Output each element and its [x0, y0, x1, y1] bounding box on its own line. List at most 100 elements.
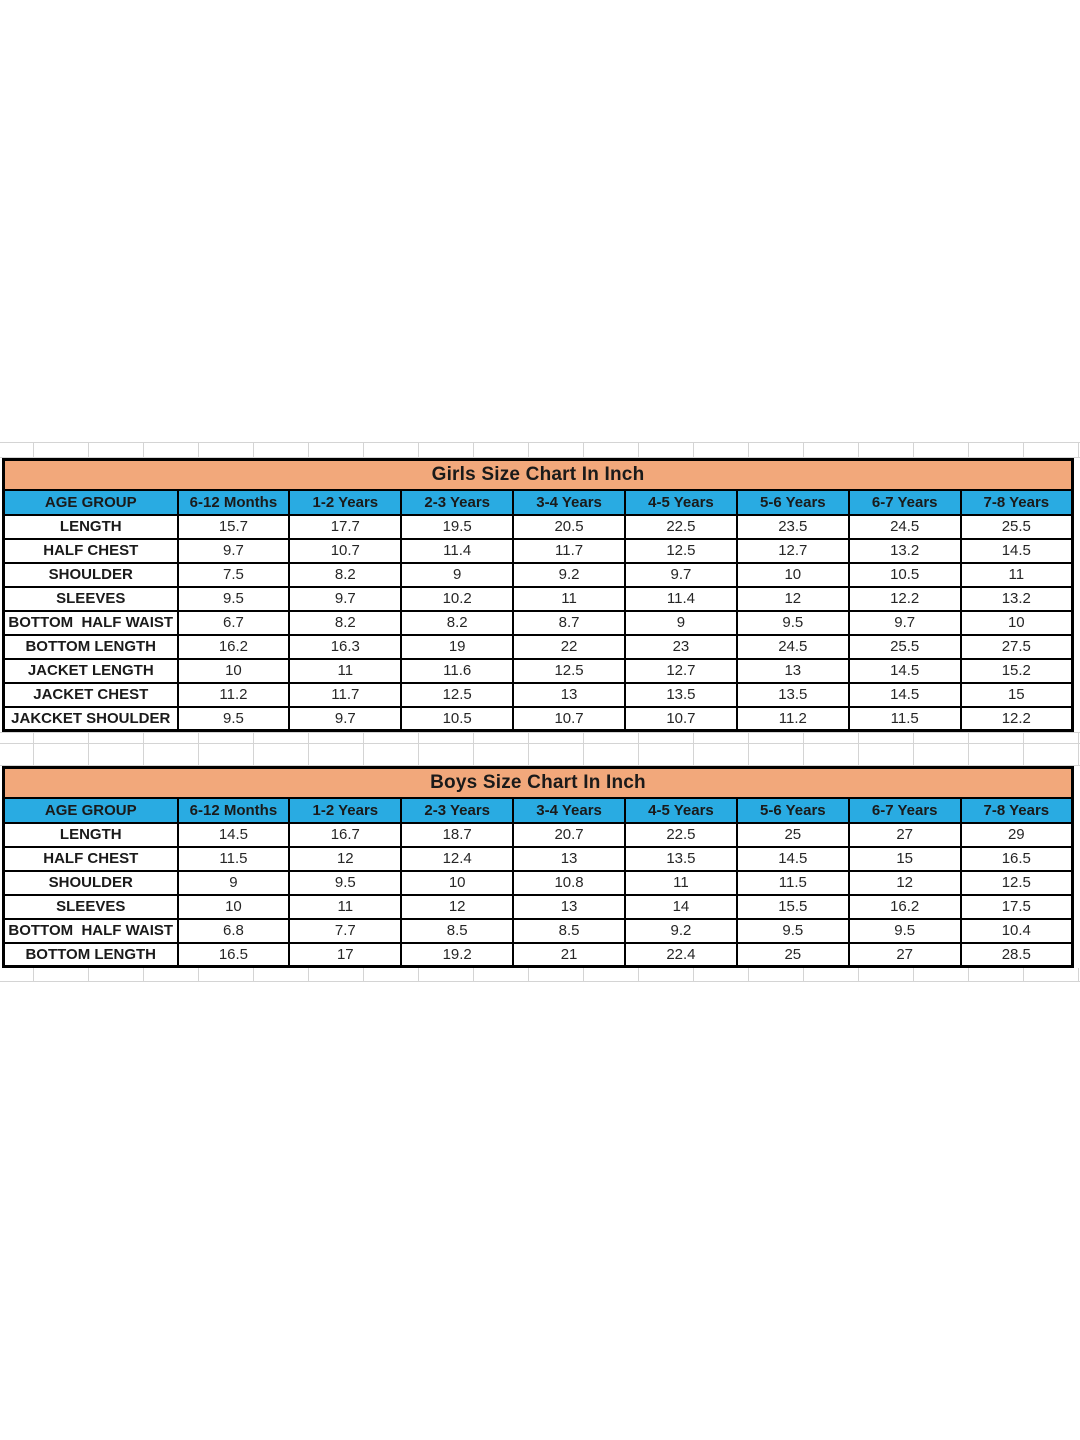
- size-value-cell: 7.5: [176, 561, 291, 588]
- column-header: 7-8 Years: [959, 796, 1074, 824]
- row-label: BOTTOM HALF WAIST: [2, 917, 179, 944]
- size-row: BOTTOM LENGTH 16.2 16.3 19 22 23 24.5 25.5 27.5: [2, 633, 1074, 660]
- column-header: 2-3 Years: [400, 796, 515, 824]
- size-value-cell: 12.7: [624, 657, 738, 684]
- size-value-cell: 14.5: [847, 657, 962, 684]
- table-title: Girls Size Chart In Inch: [2, 458, 1074, 491]
- size-value-cell: 12.5: [624, 537, 738, 564]
- size-value-cell: 9: [400, 561, 515, 588]
- size-value-cell: 15.7: [176, 513, 291, 540]
- size-value-cell: 13.5: [624, 845, 738, 872]
- size-row: BOTTOM LENGTH 16.5 17 19.2 21 22.4 25 27 28.5: [2, 941, 1074, 968]
- size-value-cell: 28.5: [959, 941, 1074, 968]
- column-header: 3-4 Years: [512, 488, 626, 516]
- size-value-cell: 10.8: [512, 869, 626, 896]
- size-row: HALF CHEST 9.7 10.7 11.4 11.7 12.5 12.7 13.2 14.…: [2, 537, 1074, 564]
- size-value-cell: 13.2: [959, 585, 1074, 612]
- size-value-cell: 11: [624, 869, 738, 896]
- size-value-cell: 17: [288, 941, 403, 968]
- size-value-cell: 8.2: [288, 561, 403, 588]
- top-whitespace: [0, 0, 1080, 442]
- size-row: LENGTH 15.7 17.7 19.5 20.5 22.5 23.5 24.5 25.5: [2, 513, 1074, 540]
- size-value-cell: 11.5: [176, 845, 291, 872]
- age-group-header: AGE GROUP: [2, 488, 179, 516]
- row-label: BOTTOM HALF WAIST: [2, 609, 179, 636]
- size-value-cell: 10.7: [288, 537, 403, 564]
- size-value-cell: 25.5: [847, 633, 962, 660]
- size-value-cell: 9.7: [624, 561, 738, 588]
- size-value-cell: 13: [512, 893, 626, 920]
- size-value-cell: 13: [735, 657, 850, 684]
- row-label: BOTTOM LENGTH: [2, 633, 179, 660]
- size-value-cell: 12.5: [959, 869, 1074, 896]
- size-value-cell: 9: [176, 869, 291, 896]
- size-value-cell: 11.7: [288, 681, 403, 708]
- size-value-cell: 10.5: [847, 561, 962, 588]
- size-value-cell: 16.2: [847, 893, 962, 920]
- row-label: SLEEVES: [2, 585, 179, 612]
- row-label: JACKET CHEST: [2, 681, 179, 708]
- size-value-cell: 15.2: [959, 657, 1074, 684]
- size-value-cell: 21: [512, 941, 626, 968]
- column-header: 4-5 Years: [624, 796, 738, 824]
- size-row: JACKET CHEST 11.2 11.7 12.5 13 13.5 13.5 14.5 15: [2, 681, 1074, 708]
- size-row: JAKCKET SHOULDER 9.5 9.7 10.5 10.7 10.7 11.2 11…: [2, 705, 1074, 732]
- size-row: JACKET LENGTH 10 11 11.6 12.5 12.7 13 14.5 15.2: [2, 657, 1074, 684]
- column-header: 7-8 Years: [959, 488, 1074, 516]
- row-label: SHOULDER: [2, 869, 179, 896]
- size-value-cell: 12: [288, 845, 403, 872]
- size-value-cell: 9.2: [512, 561, 626, 588]
- size-value-cell: 19.2: [400, 941, 515, 968]
- size-value-cell: 6.8: [176, 917, 291, 944]
- age-group-header: AGE GROUP: [2, 796, 179, 824]
- size-value-cell: 25: [735, 941, 850, 968]
- size-value-cell: 8.2: [288, 609, 403, 636]
- size-value-cell: 7.7: [288, 917, 403, 944]
- column-header: 6-12 Months: [176, 796, 291, 824]
- size-value-cell: 9.7: [288, 705, 403, 732]
- size-value-cell: 23: [624, 633, 738, 660]
- size-value-cell: 11: [512, 585, 626, 612]
- size-value-cell: 10: [176, 893, 291, 920]
- size-row: SLEEVES 9.5 9.7 10.2 11 11.4 12 12.2 13.2: [2, 585, 1074, 612]
- size-value-cell: 20.5: [512, 513, 626, 540]
- size-value-cell: 9.5: [176, 705, 291, 732]
- size-value-cell: 22.5: [624, 821, 738, 848]
- column-header: 5-6 Years: [735, 796, 850, 824]
- row-label: JACKET LENGTH: [2, 657, 179, 684]
- size-value-cell: 12.4: [400, 845, 515, 872]
- row-label: HALF CHEST: [2, 845, 179, 872]
- size-value-cell: 9.5: [735, 917, 850, 944]
- size-value-cell: 9.7: [176, 537, 291, 564]
- size-value-cell: 12.5: [400, 681, 515, 708]
- size-value-cell: 9.7: [847, 609, 962, 636]
- size-value-cell: 14.5: [735, 845, 850, 872]
- size-value-cell: 16.5: [959, 845, 1074, 872]
- size-value-cell: 27: [847, 941, 962, 968]
- size-value-cell: 8.7: [512, 609, 626, 636]
- size-value-cell: 13.2: [847, 537, 962, 564]
- size-value-cell: 9: [624, 609, 738, 636]
- size-value-cell: 16.3: [288, 633, 403, 660]
- size-value-cell: 9.5: [176, 585, 291, 612]
- size-value-cell: 24.5: [847, 513, 962, 540]
- table-header-row: AGE GROUP 6-12 Months 1-2 Years 2-3 Years 3-…: [2, 488, 1074, 516]
- size-value-cell: 10.4: [959, 917, 1074, 944]
- size-value-cell: 9.7: [288, 585, 403, 612]
- size-value-cell: 11.4: [624, 585, 738, 612]
- size-value-cell: 22: [512, 633, 626, 660]
- size-value-cell: 29: [959, 821, 1074, 848]
- row-label: BOTTOM LENGTH: [2, 941, 179, 968]
- column-header: 1-2 Years: [288, 488, 403, 516]
- row-label: JAKCKET SHOULDER: [2, 705, 179, 732]
- size-value-cell: 9.5: [735, 609, 850, 636]
- size-value-cell: 24.5: [735, 633, 850, 660]
- size-value-cell: 9.5: [847, 917, 962, 944]
- size-value-cell: 11.2: [176, 681, 291, 708]
- size-value-cell: 12.7: [735, 537, 850, 564]
- size-row: BOTTOM HALF WAIST 6.7 8.2 8.2 8.7 9 9.5 9.7 10: [2, 609, 1074, 636]
- size-value-cell: 12: [735, 585, 850, 612]
- size-value-cell: 11: [288, 657, 403, 684]
- size-value-cell: 17.5: [959, 893, 1074, 920]
